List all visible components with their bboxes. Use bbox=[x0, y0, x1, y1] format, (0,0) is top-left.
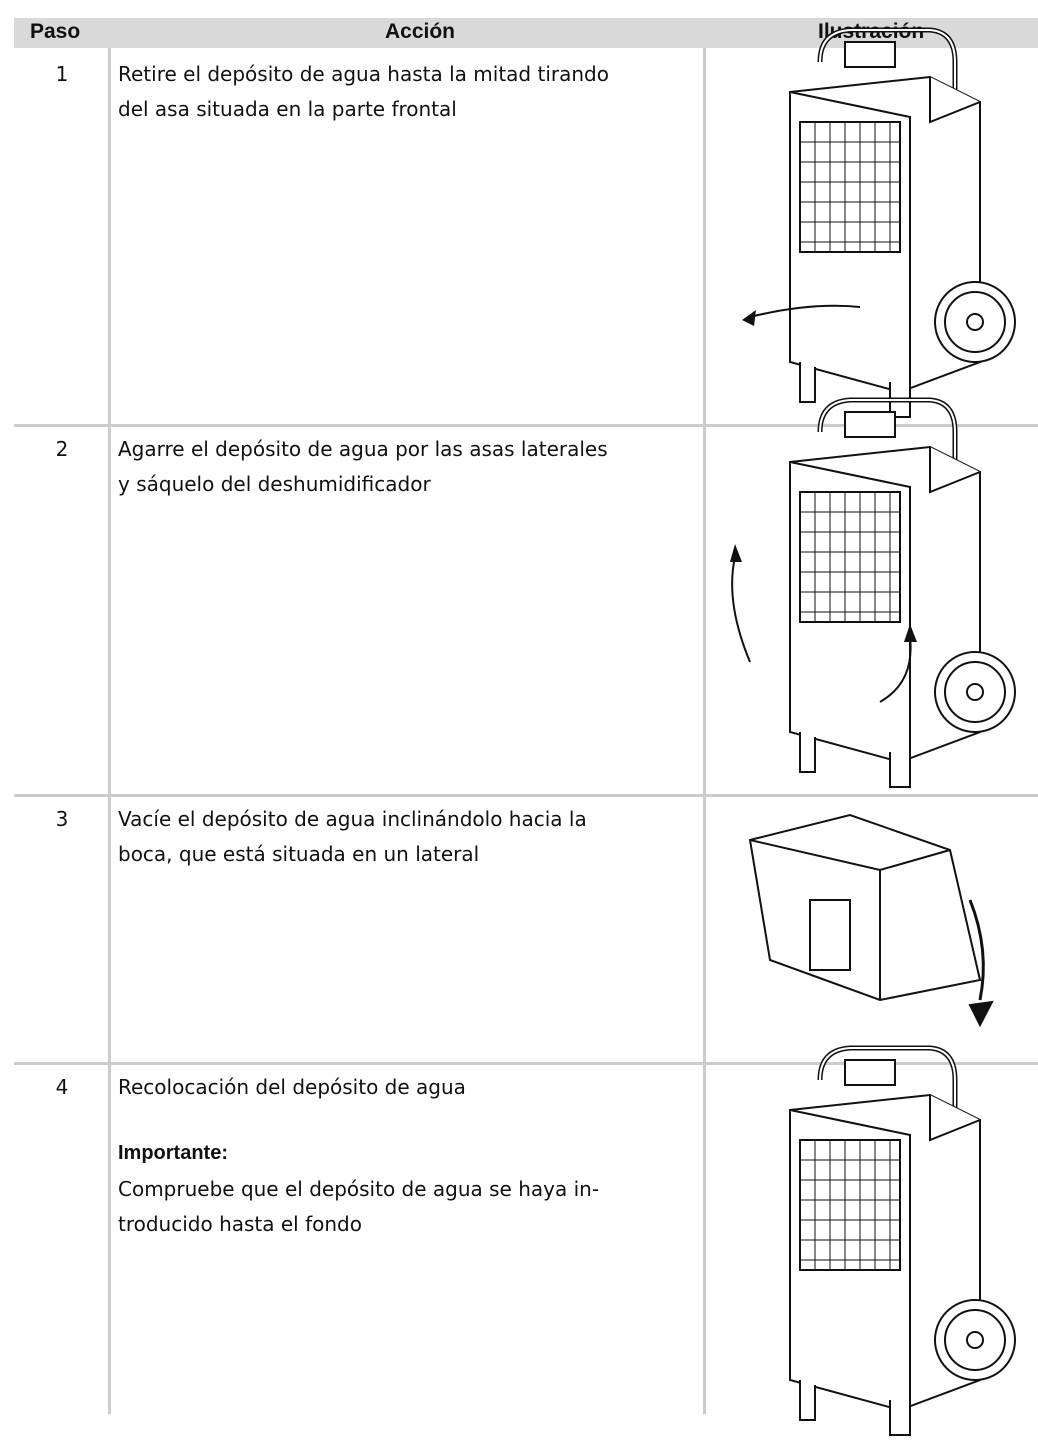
row-line bbox=[14, 1062, 1038, 1065]
step-number: 4 bbox=[55, 1075, 69, 1099]
illustration bbox=[742, 22, 1030, 422]
header-cell: Paso bbox=[30, 20, 81, 43]
illustration bbox=[730, 1040, 1030, 1440]
action-text: Agarre el depósito de agua por las asas … bbox=[118, 437, 608, 461]
action-text: Vacíe el depósito de agua inclinándolo h… bbox=[118, 807, 587, 831]
row-line bbox=[14, 424, 1038, 427]
step-number: 3 bbox=[55, 807, 69, 831]
note-title: Importante: bbox=[118, 1142, 228, 1164]
column-line bbox=[703, 48, 706, 1414]
step-number: 2 bbox=[55, 437, 69, 461]
note-text: troducido hasta el fondo bbox=[118, 1212, 362, 1236]
action-text: boca, que está situada en un lateral bbox=[118, 842, 480, 866]
action-text: del asa situada en la parte frontal bbox=[118, 97, 457, 121]
column-line bbox=[108, 48, 111, 1414]
header-cell: Acción bbox=[384, 20, 455, 43]
step-number: 1 bbox=[55, 62, 69, 86]
note-text: Compruebe que el depósito de agua se hay… bbox=[118, 1177, 600, 1201]
illustration bbox=[730, 392, 1030, 792]
action-text: Retire el depósito de agua hasta la mita… bbox=[118, 62, 609, 86]
row-line bbox=[14, 794, 1038, 797]
action-text: y sáquelo del deshumidificador bbox=[118, 472, 431, 496]
action-text: Recolocación del depósito de agua bbox=[118, 1075, 466, 1099]
illustration bbox=[748, 813, 994, 1027]
